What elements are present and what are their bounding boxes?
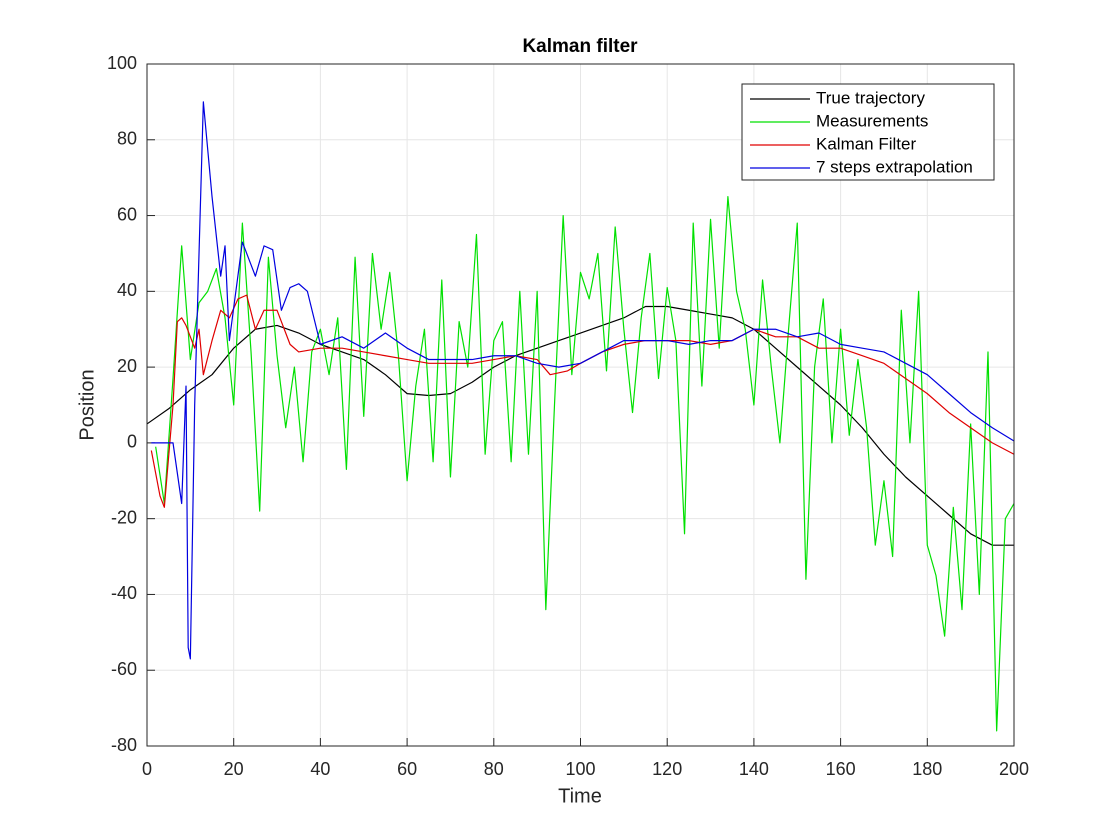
y-tick-label: 100 <box>107 53 137 73</box>
legend-label: Measurements <box>816 111 928 130</box>
y-tick-label: 40 <box>117 280 137 300</box>
x-tick-label: 80 <box>484 759 504 779</box>
x-tick-label: 0 <box>142 759 152 779</box>
x-tick-label: 20 <box>224 759 244 779</box>
series-line <box>150 294 1015 508</box>
y-tick-label: 20 <box>117 356 137 376</box>
y-tick-label: -60 <box>111 659 137 679</box>
y-tick-label: 80 <box>117 129 137 149</box>
x-tick-label: 140 <box>739 759 769 779</box>
x-tick-label: 160 <box>826 759 856 779</box>
x-tick-label: 40 <box>310 759 330 779</box>
y-axis-label: Position <box>76 369 98 440</box>
series-line <box>146 305 1014 546</box>
x-tick-label: 200 <box>999 759 1029 779</box>
series-line <box>155 196 1015 732</box>
y-tick-label: -80 <box>111 735 137 755</box>
x-tick-label: 100 <box>565 759 595 779</box>
legend-box <box>741 83 995 181</box>
x-axis-label: Time <box>558 785 602 807</box>
chart-title: Kalman filter <box>522 36 638 57</box>
series-line <box>151 101 1015 660</box>
y-tick-label: -20 <box>111 507 137 527</box>
legend-label: Kalman Filter <box>816 134 916 153</box>
x-tick-label: 180 <box>912 759 942 779</box>
x-tick-label: 60 <box>397 759 417 779</box>
y-tick-label: 0 <box>127 432 137 452</box>
legend-label: True trajectory <box>816 88 925 107</box>
axes-box <box>146 63 1015 747</box>
y-tick-label: 60 <box>117 204 137 224</box>
y-tick-label: -40 <box>111 583 137 603</box>
legend-label: 7 steps extrapolation <box>816 157 973 176</box>
x-tick-label: 120 <box>652 759 682 779</box>
